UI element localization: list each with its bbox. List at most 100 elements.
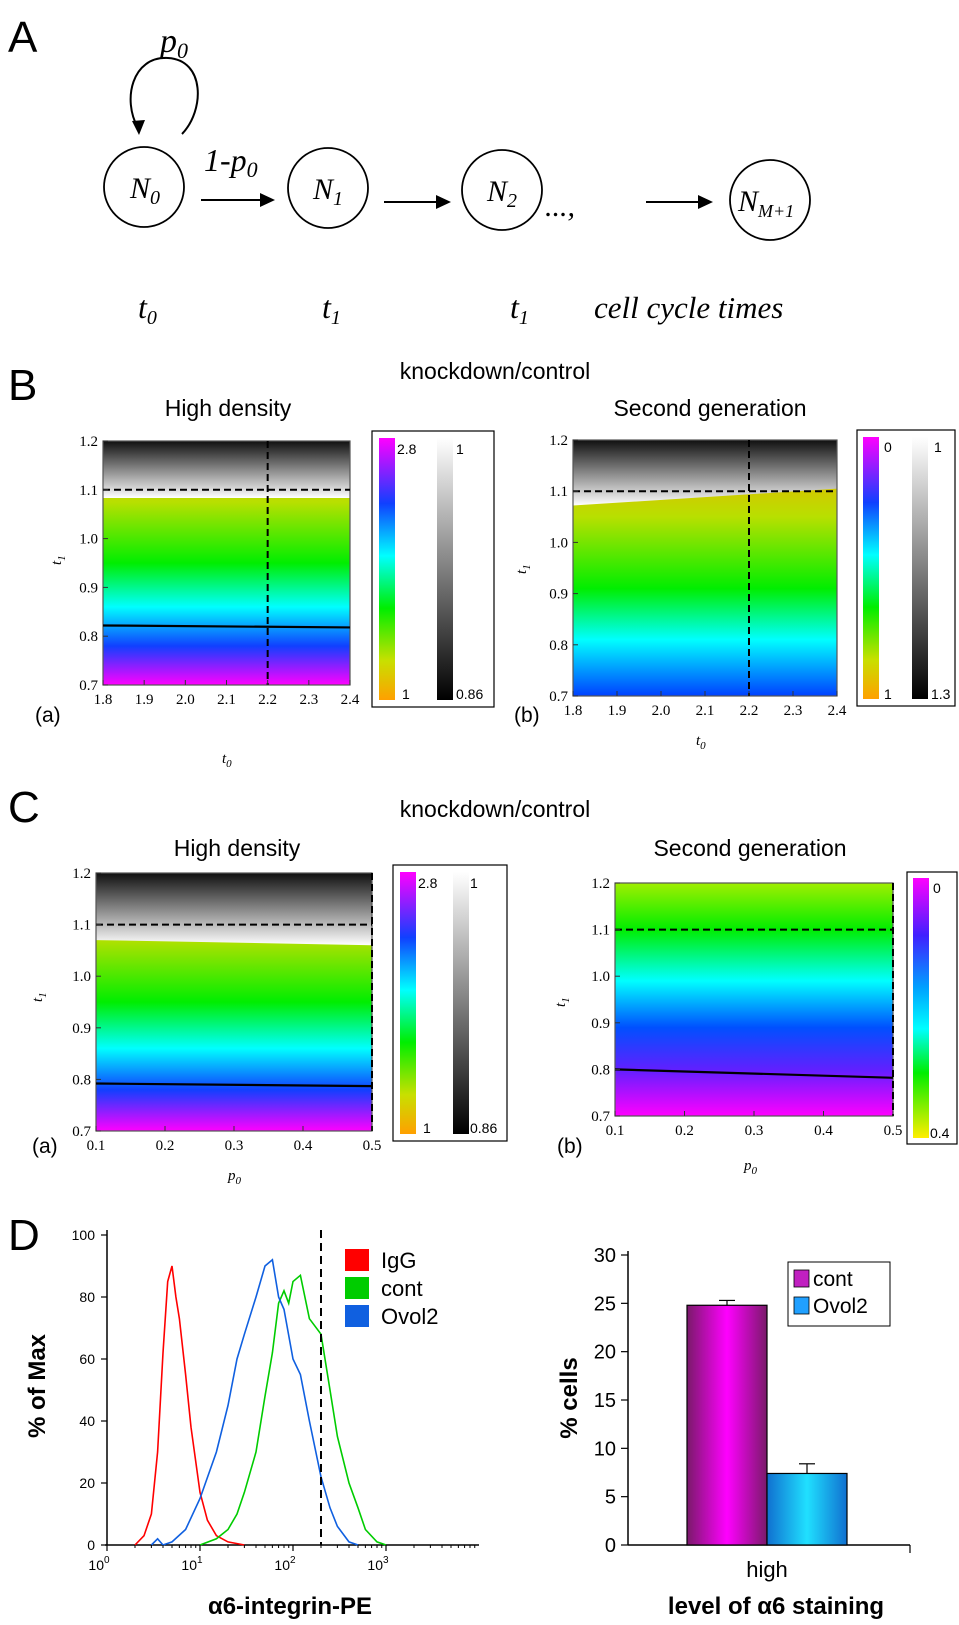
colorbar-color-max: 2.8 bbox=[418, 875, 438, 891]
x-tick-label: 2.2 bbox=[740, 703, 759, 719]
y-tick-label: 25 bbox=[594, 1293, 616, 1315]
x-tick-label: 101 bbox=[181, 1555, 203, 1573]
y-tick-label: 0.8 bbox=[79, 629, 98, 645]
colorbar-gray-max: 1 bbox=[470, 875, 478, 891]
y-tick-label: 80 bbox=[79, 1289, 95, 1305]
series-ovol2-curve bbox=[150, 1258, 359, 1546]
panel-label-a: A bbox=[8, 13, 38, 62]
x-tick-label: 0.3 bbox=[745, 1123, 764, 1139]
series-igg-curve bbox=[134, 1265, 245, 1546]
colorbar-color-max: 0 bbox=[933, 880, 941, 896]
x-axis-label: p0 bbox=[227, 1168, 242, 1187]
legend-label-cont: cont bbox=[813, 1268, 853, 1291]
heatmap-gray-region bbox=[103, 441, 350, 498]
colorbar-gray bbox=[437, 438, 453, 700]
self-loop-arrow bbox=[129, 56, 199, 135]
arrow-label-1-p0: 1-p0 bbox=[204, 142, 258, 182]
time-t0: t0 bbox=[138, 289, 157, 329]
node-n1-label: N1 bbox=[312, 173, 343, 210]
colorbar-color-min: 1 bbox=[402, 686, 410, 702]
y-tick-label: 0.9 bbox=[72, 1021, 91, 1037]
x-tick-label: 2.4 bbox=[341, 692, 360, 708]
x-tick-label: 2.1 bbox=[696, 703, 715, 719]
legend-label-ovol2: Ovol2 bbox=[381, 1304, 438, 1329]
x-tick-label: 2.1 bbox=[217, 692, 236, 708]
x-tick-label: 100 bbox=[88, 1555, 110, 1573]
colorbar-color-min: 1 bbox=[423, 1120, 431, 1136]
bar-cont bbox=[686, 1304, 768, 1546]
legend-swatch-cont bbox=[793, 1269, 810, 1288]
panel-label-c: C bbox=[8, 783, 40, 832]
y-tick-label: 100 bbox=[72, 1227, 96, 1243]
node-n1 bbox=[287, 147, 369, 229]
y-tick-label: 1.2 bbox=[549, 433, 568, 449]
y-tick-label: 0.8 bbox=[549, 638, 568, 654]
time-t1-a: t1 bbox=[322, 289, 341, 329]
ellipsis: ..., bbox=[545, 190, 575, 223]
heatmap-gray-region bbox=[573, 440, 837, 506]
x-tick-label: 2.4 bbox=[828, 703, 847, 719]
colorbar-gray bbox=[453, 872, 469, 1134]
node-n2-label: N2 bbox=[486, 175, 517, 212]
colorbar-color bbox=[400, 872, 416, 1134]
x-category-label: high bbox=[746, 1557, 788, 1582]
x-tick-label: 0.1 bbox=[87, 1138, 106, 1154]
legend-label-ovol2: Ovol2 bbox=[813, 1295, 868, 1318]
panel-label-b: B bbox=[8, 361, 37, 410]
y-tick-label: 0.8 bbox=[72, 1072, 91, 1088]
x-tick-label: 1.8 bbox=[94, 692, 113, 708]
subpanel-tag: (a) bbox=[35, 704, 61, 727]
y-tick-label: 30 bbox=[594, 1245, 616, 1267]
chart-title: Second generation bbox=[613, 395, 806, 421]
y-tick-label: 0 bbox=[605, 1535, 616, 1557]
legend-swatch-igg bbox=[345, 1249, 369, 1271]
colorbar-gray-max: 1 bbox=[456, 441, 464, 457]
panel-label-d: D bbox=[8, 1211, 40, 1260]
colorbar-color bbox=[379, 438, 395, 700]
bar-ovol2 bbox=[766, 1472, 848, 1546]
x-axis-label: level of α6 staining bbox=[668, 1593, 884, 1620]
x-tick-label: 2.3 bbox=[299, 692, 318, 708]
legend-swatch-ovol2 bbox=[793, 1296, 810, 1315]
contour-line bbox=[102, 624, 351, 629]
x-tick-label: 0.3 bbox=[225, 1138, 244, 1154]
y-tick-label: 5 bbox=[605, 1487, 616, 1509]
y-axis-label: t1 bbox=[49, 555, 68, 565]
x-tick-label: 102 bbox=[274, 1555, 296, 1573]
self-loop-arrowhead bbox=[132, 120, 145, 135]
arrowhead-n0-n1 bbox=[260, 193, 275, 207]
x-tick-label: 0.5 bbox=[363, 1138, 382, 1154]
legend-label-cont: cont bbox=[381, 1276, 423, 1301]
contour-line bbox=[614, 1068, 894, 1079]
c-group-title: knockdown/control bbox=[400, 796, 591, 822]
colorbar-gray-max: 1 bbox=[934, 439, 942, 455]
series-cont-curve bbox=[199, 1273, 387, 1546]
y-tick-label: 0.7 bbox=[72, 1124, 91, 1140]
chart-title: Second generation bbox=[653, 835, 846, 861]
x-tick-label: 1.9 bbox=[135, 692, 154, 708]
colorbar-color bbox=[863, 437, 879, 699]
y-tick-label: 1.1 bbox=[591, 923, 610, 939]
node-nm1-label: NM+1 bbox=[737, 185, 794, 221]
y-axis-label: t1 bbox=[514, 564, 533, 574]
y-tick-label: 1.2 bbox=[72, 866, 91, 882]
legend-label-igg: IgG bbox=[381, 1248, 416, 1273]
heatmap-second-generation-c: Second generation 0.1 0.2 0.3 0.4 0.5 0.7 0.8… bbox=[553, 835, 958, 1177]
plot-area bbox=[107, 1230, 479, 1542]
subpanel-tag: (a) bbox=[32, 1135, 58, 1158]
heatmap-gray-region bbox=[96, 873, 372, 946]
x-tick-label: 1.8 bbox=[564, 703, 583, 719]
y-axis-label: % cells bbox=[556, 1357, 583, 1438]
subpanel-tag: (b) bbox=[514, 704, 540, 727]
x-tick-label: 0.2 bbox=[156, 1138, 175, 1154]
y-tick-label: 0.7 bbox=[549, 689, 568, 705]
y-tick-label: 1.0 bbox=[72, 969, 91, 985]
y-tick-label: 1.0 bbox=[79, 532, 98, 548]
y-axis-label: % of Max bbox=[24, 1333, 51, 1438]
b-group-title: knockdown/control bbox=[400, 358, 591, 384]
y-tick-label: 0.8 bbox=[591, 1062, 610, 1078]
arrowhead-n2-nm1 bbox=[698, 195, 713, 209]
x-tick-label: 2.0 bbox=[176, 692, 195, 708]
y-tick-label: 60 bbox=[79, 1351, 95, 1367]
